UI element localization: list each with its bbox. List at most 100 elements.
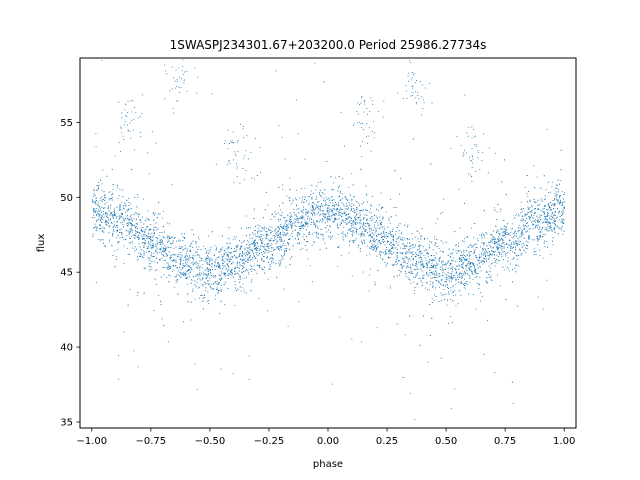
data-point: [289, 219, 291, 220]
data-point: [444, 299, 446, 300]
data-point: [437, 218, 439, 220]
data-point: [223, 266, 225, 268]
data-point: [282, 184, 283, 186]
data-point: [252, 232, 254, 234]
data-point: [455, 279, 457, 281]
data-point: [281, 215, 283, 217]
data-point: [290, 214, 292, 216]
data-point: [458, 279, 459, 280]
data-point: [323, 193, 325, 195]
data-point: [231, 271, 233, 273]
data-point: [261, 242, 262, 243]
data-point: [452, 249, 454, 250]
data-point: [409, 259, 411, 261]
data-point: [214, 245, 216, 247]
data-point: [241, 287, 243, 289]
data-point: [561, 212, 563, 214]
data-point: [535, 201, 537, 203]
data-point: [371, 246, 373, 248]
data-point: [436, 252, 437, 254]
data-point: [497, 249, 498, 251]
data-point: [434, 236, 436, 238]
data-point: [254, 233, 256, 235]
data-point: [558, 188, 560, 190]
data-point: [139, 219, 141, 221]
data-point: [107, 213, 108, 215]
data-point: [235, 287, 237, 289]
data-point: [119, 208, 120, 210]
data-point: [349, 244, 350, 246]
data-point: [297, 133, 299, 135]
data-point: [444, 273, 446, 275]
data-point: [185, 247, 187, 249]
data-point: [537, 226, 538, 228]
data-point: [141, 235, 143, 237]
data-point: [157, 238, 159, 240]
data-point: [305, 222, 307, 224]
data-point: [434, 277, 435, 278]
data-point: [169, 256, 171, 258]
data-point: [409, 266, 411, 268]
data-point: [528, 212, 530, 214]
data-point: [239, 248, 241, 250]
data-point: [509, 234, 511, 236]
data-point: [386, 264, 387, 266]
data-point: [557, 179, 559, 181]
data-point: [485, 280, 487, 282]
data-point: [170, 266, 171, 267]
data-point: [280, 224, 282, 225]
data-point: [168, 251, 170, 253]
data-point: [246, 253, 248, 255]
data-point: [168, 241, 170, 242]
data-point: [339, 192, 341, 194]
data-point: [430, 281, 431, 283]
data-point: [550, 218, 552, 220]
data-point: [404, 238, 406, 240]
data-point: [557, 233, 559, 235]
data-point: [348, 187, 350, 188]
data-point: [380, 243, 382, 244]
data-point: [131, 214, 133, 216]
data-point: [243, 254, 245, 255]
data-point: [458, 290, 460, 292]
data-point: [411, 270, 413, 272]
data-point: [122, 236, 124, 238]
data-point: [308, 203, 310, 204]
data-point: [329, 211, 330, 213]
data-point: [93, 188, 95, 190]
data-point: [537, 240, 539, 242]
data-point: [128, 205, 129, 206]
data-point: [372, 232, 374, 234]
data-point: [356, 208, 358, 210]
data-point: [119, 231, 121, 233]
data-point: [396, 323, 398, 325]
data-point: [240, 247, 242, 249]
data-point: [211, 260, 213, 262]
data-point: [434, 277, 436, 279]
data-point: [238, 279, 240, 280]
data-point: [250, 242, 252, 244]
data-point: [111, 197, 113, 198]
data-point: [438, 286, 440, 288]
data-point: [207, 250, 209, 252]
data-point: [120, 228, 122, 230]
data-point: [434, 266, 436, 268]
data-point: [301, 215, 303, 217]
data-point: [528, 236, 530, 238]
data-point: [333, 205, 334, 206]
data-point: [181, 274, 182, 275]
data-point: [128, 223, 130, 225]
data-point: [293, 208, 295, 210]
data-point: [344, 234, 346, 235]
data-point: [510, 246, 512, 248]
data-point: [94, 210, 96, 212]
data-point: [555, 225, 556, 227]
data-point: [516, 240, 518, 242]
data-point: [328, 214, 330, 216]
data-point: [152, 240, 153, 242]
data-point: [353, 204, 355, 206]
data-point: [384, 228, 386, 230]
data-point: [505, 229, 507, 231]
data-point: [100, 239, 102, 241]
data-point: [93, 217, 95, 219]
